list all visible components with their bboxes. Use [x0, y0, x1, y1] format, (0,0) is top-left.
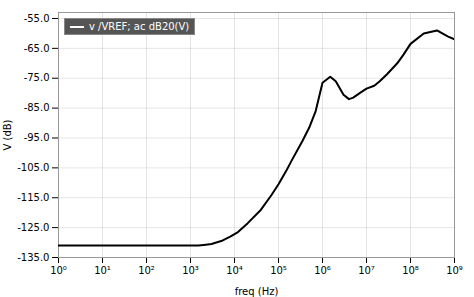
svg-text:10⁹: 10⁹ — [446, 265, 463, 276]
svg-text:10⁸: 10⁸ — [402, 265, 419, 276]
html-text:v /VREF; ac dB20(V): v /VREF; ac dB20(V) — [89, 21, 190, 32]
svg-text:freq (Hz): freq (Hz) — [235, 286, 279, 297]
svg-text:-55.0: -55.0 — [24, 13, 50, 24]
svg-text:10³: 10³ — [182, 265, 199, 276]
svg-text:-105.0: -105.0 — [17, 162, 49, 173]
svg-text:10⁷: 10⁷ — [358, 265, 375, 276]
svg-text:-75.0: -75.0 — [24, 72, 50, 83]
svg-text:10⁶: 10⁶ — [314, 265, 331, 276]
svg-text:10²: 10² — [138, 265, 155, 276]
svg-text:-125.0: -125.0 — [17, 222, 49, 233]
svg-text:-115.0: -115.0 — [17, 192, 49, 203]
svg-text:10⁴: 10⁴ — [226, 265, 243, 276]
svg-text:V (dB): V (dB) — [2, 119, 13, 150]
svg-text:10¹: 10¹ — [94, 265, 111, 276]
svg-text:-95.0: -95.0 — [24, 132, 50, 143]
svg-text:-85.0: -85.0 — [24, 102, 50, 113]
svg-text:-135.0: -135.0 — [17, 252, 49, 263]
svg-text:10⁰: 10⁰ — [50, 265, 67, 276]
svg-text:-65.0: -65.0 — [24, 43, 50, 54]
svg-text:10⁵: 10⁵ — [270, 265, 287, 276]
